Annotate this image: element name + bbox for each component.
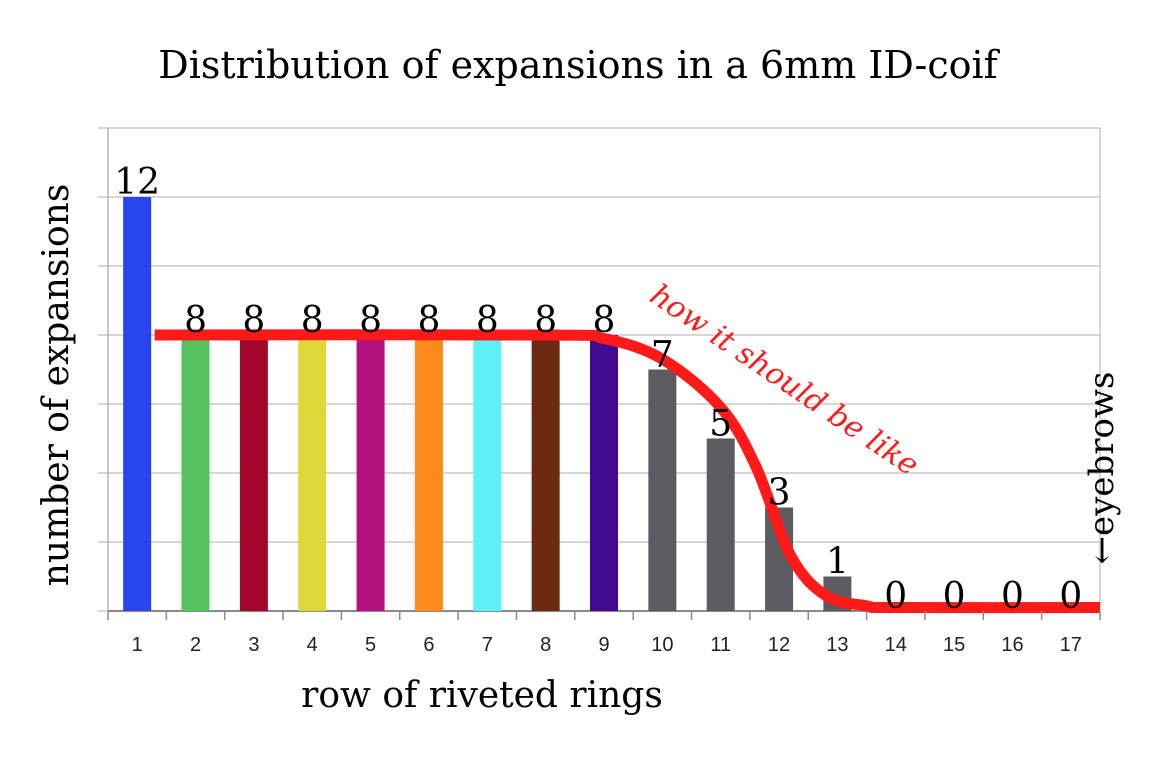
x-tick-label: 3 (248, 634, 259, 656)
bar (181, 335, 210, 611)
data-label: 7 (651, 335, 674, 376)
x-tick-label: 1 (132, 634, 143, 656)
bar (706, 438, 735, 611)
x-tick-label: 15 (943, 634, 965, 656)
data-label: 0 (1059, 576, 1082, 617)
data-label: 8 (534, 300, 557, 341)
data-label: 5 (709, 404, 732, 445)
x-tick-label: 17 (1060, 634, 1082, 656)
data-label: 8 (417, 300, 440, 341)
x-tick-label: 6 (423, 634, 434, 656)
x-tick-label: 16 (1001, 634, 1023, 656)
x-tick-label: 12 (768, 634, 790, 656)
x-tick-label: 5 (365, 634, 376, 656)
data-label: 8 (359, 300, 382, 341)
bar (356, 335, 385, 611)
chart-title: Distribution of expansions in a 6mm ID-c… (158, 43, 1000, 87)
x-tick-label: 13 (826, 634, 848, 656)
bar (298, 335, 327, 611)
bar (123, 197, 152, 611)
x-tick-label: 11 (710, 634, 731, 656)
overlay-line (154, 329, 1101, 614)
x-tick-label: 9 (598, 634, 609, 656)
x-tick-label: 10 (651, 634, 673, 656)
bar (414, 335, 443, 611)
bar (648, 369, 677, 611)
bars (123, 197, 1085, 611)
x-tick-label: 7 (482, 634, 493, 656)
data-label: 0 (943, 576, 966, 617)
x-tick-label: 8 (540, 634, 551, 656)
bar (473, 335, 502, 611)
data-label: 3 (768, 473, 791, 514)
data-label: 8 (301, 300, 324, 341)
data-label: 8 (593, 300, 616, 341)
bar (239, 335, 268, 611)
x-tick-label: 4 (307, 634, 318, 656)
data-label: 8 (476, 300, 499, 341)
data-label: 8 (184, 300, 207, 341)
x-axis-label: row of riveted rings (301, 675, 663, 716)
x-tick-label: 14 (885, 634, 907, 656)
bar (531, 335, 560, 611)
data-label: 0 (884, 576, 907, 617)
bar (590, 335, 618, 611)
trend-overlay (154, 329, 1101, 614)
data-label: 1 (826, 542, 849, 583)
data-label: 12 (114, 162, 160, 203)
eyebrows-annotation: ←eyebrows (1082, 372, 1122, 565)
data-label: 0 (1001, 576, 1024, 617)
data-label: 8 (242, 300, 265, 341)
x-ticks: 1 2 3 4 5 6 7 8 9 10 11 12 13 14 15 16 17 (107, 611, 1101, 656)
x-tick-label: 2 (190, 634, 201, 656)
y-axis-label: number of expansions (36, 184, 77, 587)
